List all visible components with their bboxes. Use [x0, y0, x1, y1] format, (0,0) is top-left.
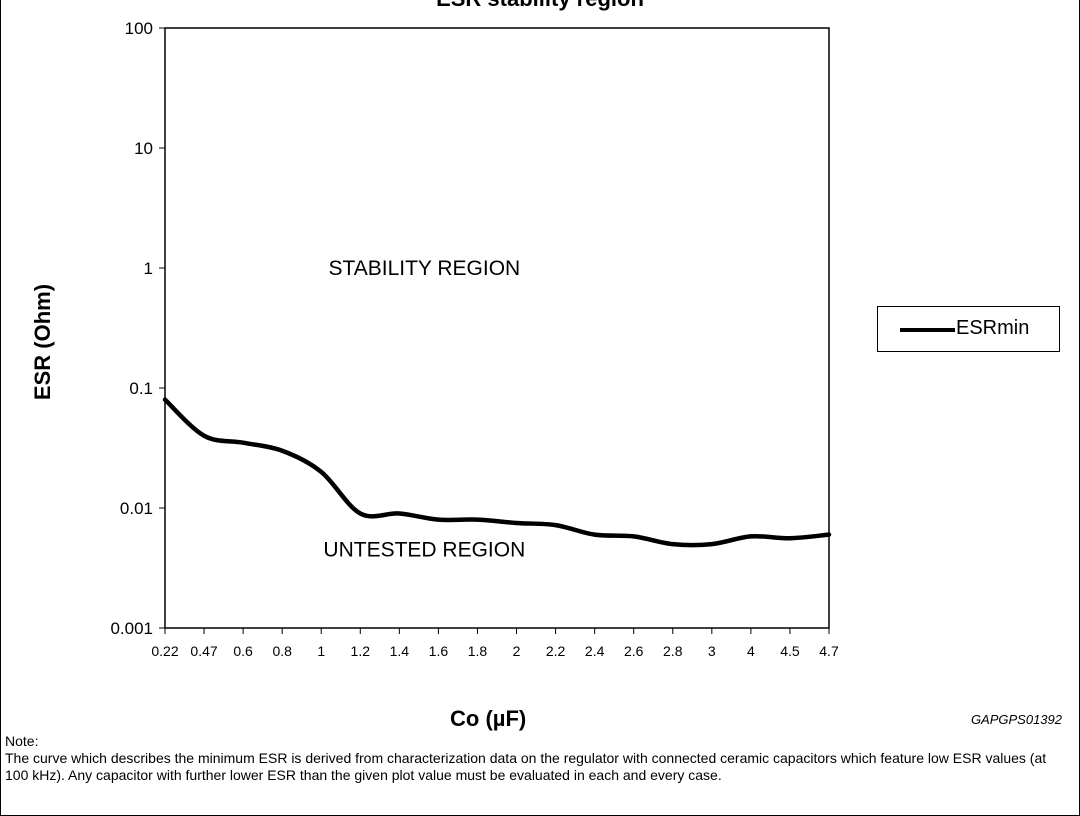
x-axis-label: Co (µF) [450, 706, 527, 731]
region-label-bg [322, 255, 527, 282]
x-tick-label: 1.8 [468, 643, 488, 659]
x-tick-label: 0.47 [190, 643, 217, 659]
legend: ESRmin [877, 306, 1060, 352]
plot-area [159, 27, 830, 634]
x-tick-label: 2.6 [624, 643, 644, 659]
legend-swatch [900, 328, 955, 332]
x-tick-label: 1.2 [351, 643, 371, 659]
x-tick-label: 2.8 [663, 643, 683, 659]
x-tick-label: 4.5 [780, 643, 800, 659]
x-tick-label: 0.8 [272, 643, 292, 659]
y-tick-label: 10 [134, 139, 153, 158]
region-label: UNTESTED REGION [323, 539, 525, 562]
x-tick-label: 1.4 [390, 643, 410, 659]
x-tick-label: 1 [317, 643, 325, 659]
region-annotations: STABILITY REGION UNTESTED REGION [317, 255, 532, 564]
y-tick-label: 0.01 [120, 499, 153, 518]
x-tick-label: 0.22 [151, 643, 178, 659]
x-tick-label: 2.2 [546, 643, 566, 659]
x-tick-label: 0.6 [233, 643, 253, 659]
y-tick-label: 100 [125, 19, 153, 38]
region-label: STABILITY REGION [328, 257, 520, 280]
x-tick-label: 3 [708, 643, 716, 659]
y-tick-label: 1 [144, 259, 153, 278]
series-lines [162, 397, 832, 548]
y-tick-label: 0.1 [129, 379, 153, 398]
y-tick-label: 0.001 [110, 619, 153, 638]
region-label-bg [317, 536, 532, 564]
note-text: The curve which describes the minimum ES… [5, 750, 1047, 783]
x-tick-label: 1.6 [429, 643, 449, 659]
x-tick-label: 4.7 [819, 643, 839, 659]
x-tick-label: 4 [747, 643, 755, 659]
tick-labels: 0.001 0.01 0.1 1 10 100 0.22 0.47 0.6 0.8 1 1.2 1.4 1… [110, 19, 838, 659]
chart-title: ESR stability region [0, 0, 1080, 12]
series-line-esrmin [162, 397, 832, 548]
y-axis-label: ESR (Ohm) [30, 283, 55, 401]
figure-code: GAPGPS01392 [970, 712, 1062, 727]
legend-label: ESRmin [956, 317, 1030, 339]
plot-border [164, 27, 830, 629]
x-tick-label: 2 [513, 643, 521, 659]
note-label: Note: [5, 733, 39, 749]
x-tick-label: 2.4 [585, 643, 605, 659]
